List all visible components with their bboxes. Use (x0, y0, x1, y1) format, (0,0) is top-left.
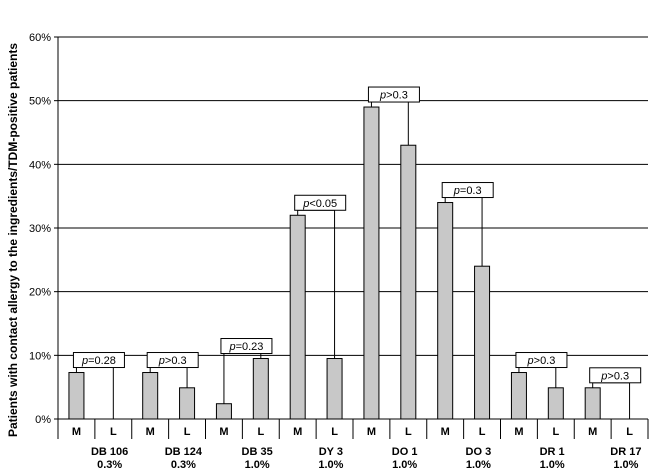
p-value-box (515, 352, 568, 369)
p-value-box (72, 352, 125, 369)
bar-label-m: M (441, 426, 450, 438)
p-value-label: p<0.05 (302, 198, 337, 210)
y-tick-label: 40% (29, 159, 51, 171)
concentration-label: 0.3% (171, 459, 196, 471)
category-label: DO 1 (392, 446, 418, 458)
bar-label-l: L (405, 426, 412, 438)
y-tick-label: 0% (35, 414, 51, 426)
bar-label-m: M (514, 426, 523, 438)
p-value-label: p>0.3 (600, 370, 629, 382)
bar-do-1-l (400, 144, 417, 420)
bar-dr-1-l (547, 387, 564, 420)
bar-db-35-m (215, 403, 232, 420)
bar-dy-3-l (326, 358, 343, 420)
bar-db-124-l (179, 387, 196, 420)
y-axis-label: Patients with contact allergy to the ing… (6, 43, 20, 437)
bar-label-l: L (331, 426, 338, 438)
p-value-label: p>0.3 (158, 355, 187, 367)
bar-label-m: M (219, 426, 228, 438)
concentration-label: 1.0% (540, 459, 565, 471)
concentration-label: 1.0% (466, 459, 491, 471)
bar-label-m: M (588, 426, 597, 438)
bar-label-l: L (552, 426, 559, 438)
p-value-label: p>0.3 (379, 90, 408, 102)
bar-do-3-m (437, 202, 454, 420)
bar-dr-17-m (584, 387, 601, 420)
concentration-label: 1.0% (392, 459, 417, 471)
bar-label-m: M (72, 426, 81, 438)
y-tick-label: 30% (29, 223, 51, 235)
p-value-box (589, 367, 642, 384)
p-value-box (294, 194, 347, 211)
category-label: DY 3 (319, 446, 343, 458)
category-label: DO 3 (466, 446, 492, 458)
p-value-box (220, 338, 273, 355)
category-label: DR 1 (540, 446, 565, 458)
p-value-box (146, 352, 199, 369)
p-value-label: p=0.28 (81, 355, 116, 367)
concentration-label: 1.0% (318, 459, 343, 471)
y-tick-label: 60% (29, 32, 51, 44)
p-value-label: p>0.3 (527, 355, 556, 367)
p-value-box (367, 86, 420, 103)
bar-label-m: M (367, 426, 376, 438)
bar-dy-3-m (289, 214, 306, 420)
y-tick-label: 50% (29, 96, 51, 108)
bar-label-m: M (146, 426, 155, 438)
category-label: DR 17 (610, 446, 641, 458)
y-tick-label: 10% (29, 350, 51, 362)
y-axis-ticks: 0% 10% 20% 30% 40% 50% 60% (29, 32, 58, 426)
concentration-label: 0.3% (97, 459, 122, 471)
bar-label-m: M (293, 426, 302, 438)
bar-db-124-m (142, 372, 159, 420)
p-value-box (441, 182, 494, 199)
p-value-label: p=0.3 (453, 185, 482, 197)
bar-do-3-l (474, 265, 491, 420)
y-tick-label: 20% (29, 287, 51, 299)
bar-dr-1-m (510, 372, 527, 420)
concentration-label: 1.0% (613, 459, 638, 471)
category-label: DB 124 (165, 446, 203, 458)
p-value-annotations: p=0.28 p>0.3 p=0.23 p<0.05 p>0.3 p=0.3 p>0.3 p>… (72, 86, 642, 419)
bar-label-l: L (479, 426, 486, 438)
gridlines (58, 36, 648, 356)
p-value-label: p=0.23 (228, 341, 263, 353)
bars (68, 106, 601, 420)
category-label: DB 35 (242, 446, 273, 458)
bar-label-l: L (626, 426, 633, 438)
bar-do-1-m (363, 106, 380, 420)
bar-db-106-m (68, 372, 85, 420)
bar-label-l: L (184, 426, 191, 438)
bar-label-l: L (257, 426, 264, 438)
category-label: DB 106 (91, 446, 128, 458)
concentration-label: 1.0% (245, 459, 270, 471)
bar-label-l: L (110, 426, 117, 438)
bar-db-35-l (252, 358, 269, 420)
